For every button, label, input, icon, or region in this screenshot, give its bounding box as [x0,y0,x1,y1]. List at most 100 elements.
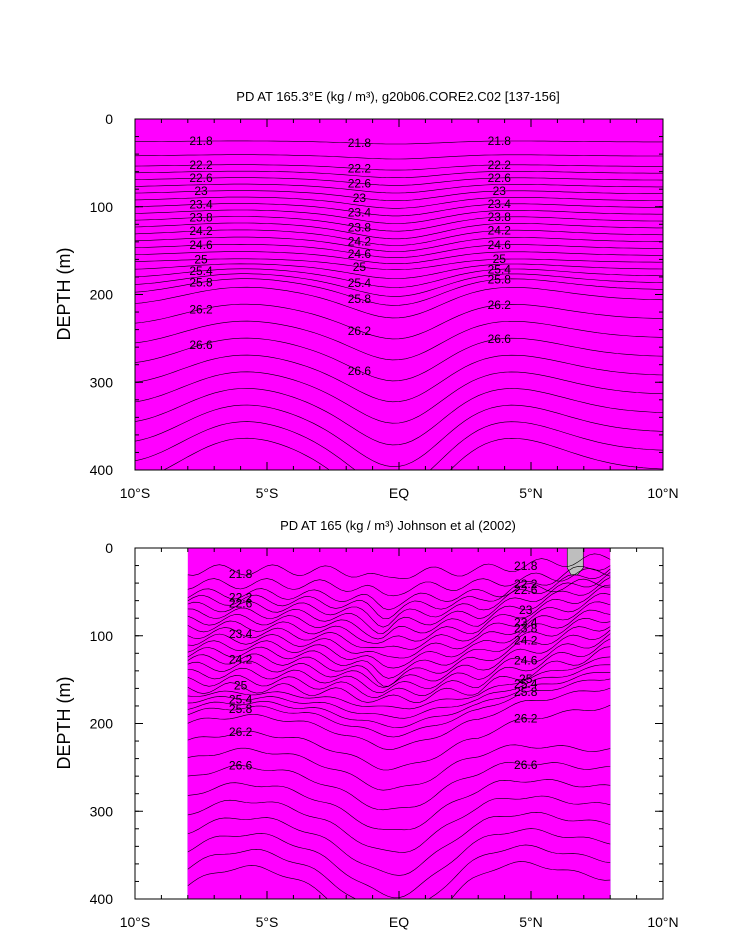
contour-label: 24.6 [514,654,538,668]
contour-label: 25.4 [189,264,213,278]
contour-label: 22.2 [514,577,538,591]
contour-label: 25.8 [189,275,213,289]
contour-label: 23.4 [348,206,372,220]
y-axis-label: DEPTH (m) [54,677,74,770]
contour-band [135,119,663,470]
contour-line [135,421,663,470]
contour-fill-layer [135,119,663,470]
contour-label: 24.2 [229,652,253,666]
contour-label: 21.8 [514,559,538,573]
y-tick-label: 200 [90,287,114,303]
contour-label: 24.2 [514,633,538,647]
y-tick-label: 0 [105,540,113,556]
contour-line [187,664,611,719]
contour-line [187,584,611,644]
contour-line [187,568,611,628]
contour-line [187,629,611,688]
contour-label: 25 [519,672,533,686]
contour-label: 26.2 [229,725,253,739]
chart-panel-model: PD AT 165.3°E (kg / m³), g20b06.CORE2.C0… [54,89,679,501]
contour-line [187,779,611,831]
contour-label: 26.2 [488,298,512,312]
x-tick-label: 5°S [256,485,279,501]
contour-line [135,258,663,270]
y-tick-label: 300 [90,803,114,819]
contour-label: 23.8 [488,210,512,224]
contour-label: 22.2 [348,162,372,176]
chart-title: PD AT 165 (kg / m³) Johnson et al (2002) [280,518,516,533]
x-tick-label: 10°N [647,485,678,501]
contour-label: 22.2 [189,158,213,172]
y-tick-label: 300 [90,374,114,390]
x-tick-label: 10°S [120,914,151,930]
contour-label-layer: 21.821.822.222.222.622.62323.423.423.824… [229,559,538,772]
y-axis-label: DEPTH (m) [54,248,74,341]
contour-line [135,236,663,252]
contour-label: 21.8 [229,567,253,581]
contour-label: 24.2 [488,224,512,238]
contour-label: 23.4 [229,627,253,641]
contour-label: 23 [519,603,533,617]
contour-line [135,273,663,297]
contour-line [135,177,663,186]
contour-line [187,704,611,771]
contour-line [135,140,663,145]
contour-line [135,183,663,194]
contour-label: 23.8 [514,622,538,636]
contour-label: 23.4 [189,197,213,211]
contour-label: 23.8 [348,220,372,234]
contour-label: 24.6 [348,247,372,261]
contour-label: 22.6 [348,176,372,190]
contour-label: 26.6 [229,758,253,772]
contour-line [135,371,663,424]
contour-label: 25 [194,253,208,267]
contour-line-layer [187,553,611,899]
contour-line [187,626,611,687]
contour-line [187,672,611,729]
contour-line [135,337,663,382]
contour-label: 25 [353,260,367,274]
contour-line [187,795,611,853]
contour-line [187,687,611,750]
contour-line [135,222,663,240]
contour-line [187,578,611,611]
contour-label: 22.2 [229,590,253,604]
contour-line [187,678,611,738]
contour-line [187,861,611,899]
contour-label: 21.8 [488,134,512,148]
x-tick-label: EQ [389,914,409,930]
contour-label: 23 [194,184,208,198]
contour-line [135,154,663,160]
contour-line [187,744,611,791]
contour-line [187,609,611,669]
contour-line-layer [135,140,663,470]
contour-label: 25.8 [488,272,512,286]
contour-label: 21.8 [189,134,213,148]
contour-line [135,164,663,171]
contour-line [135,170,663,178]
contour-band [187,548,611,899]
contour-label: 23 [353,191,367,205]
contour-line [135,303,663,340]
contour-label: 24.6 [488,238,512,252]
contour-line [187,811,611,876]
axis-ticks: 10°S 5°S EQ 5°N 10°N 0 100 200 300 400 [90,540,679,930]
contour-line [187,577,611,640]
contour-label: 25.4 [514,677,538,691]
contour-label: 23.4 [488,197,512,211]
contour-label: 26.6 [189,338,213,352]
x-tick-label: 10°S [120,485,151,501]
axis-ticks: 10°S 5°S EQ 5°N 10°N 0 100 200 300 400 [90,111,679,501]
contour-line [187,572,611,634]
contour-label: 23.4 [514,616,538,630]
contour-line [187,844,611,899]
contour-line [187,638,611,698]
contour-label: 23.8 [189,210,213,224]
contour-line [135,268,663,288]
y-tick-label: 400 [90,891,114,907]
contour-label: 21.8 [348,136,372,150]
contour-line [135,190,663,201]
contour-label: 25.8 [348,292,372,306]
contour-line [135,203,663,217]
contour-label: 25.4 [348,276,372,290]
